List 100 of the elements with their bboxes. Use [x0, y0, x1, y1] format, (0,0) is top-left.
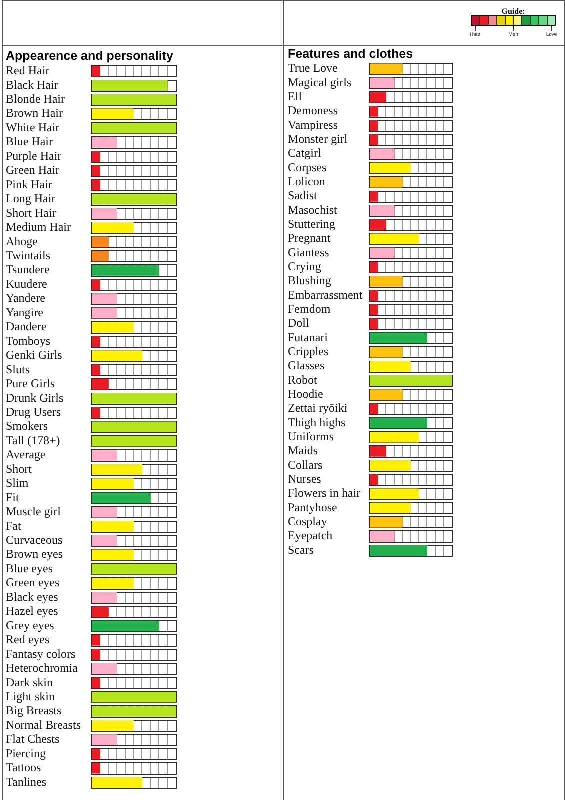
y-tick-label: Yangire: [6, 305, 44, 320]
y-tick-label: Blue Hair: [6, 134, 53, 149]
bar: [92, 66, 100, 77]
y-tick-label: Monster girl: [288, 132, 348, 146]
bar: [92, 251, 109, 262]
bar: [92, 336, 100, 348]
y-tick-label: Sluts: [6, 362, 30, 376]
y-tick-label: Flat Chests: [6, 732, 60, 746]
y-tick-label: Magical girls: [288, 75, 352, 90]
bar: [370, 262, 378, 273]
bar: [92, 536, 118, 546]
y-tick-label: Big Breasts: [6, 704, 62, 718]
y-tick-label: Slim: [6, 476, 30, 490]
y-tick-label: Brown eyes: [6, 547, 64, 562]
y-tick-label: Short: [6, 462, 33, 476]
bar: [370, 446, 386, 457]
y-tick-label: Blonde Hair: [6, 92, 65, 106]
bar: [370, 474, 378, 486]
y-tick-label: Maids: [288, 444, 318, 458]
bar: [92, 748, 100, 760]
bar: [370, 106, 378, 117]
bar: [92, 664, 118, 674]
y-tick-label: Brown Hair: [6, 106, 63, 120]
y-tick-label: Zettai ryōiki: [288, 401, 348, 416]
chart-title: Appearence and personality: [6, 48, 174, 63]
bar: [370, 92, 386, 103]
text: Guide:: [502, 7, 526, 16]
y-tick-label: Twintails: [6, 248, 51, 262]
y-tick-label: Purple Hair: [6, 148, 62, 163]
bar: [92, 279, 100, 290]
bar: [370, 205, 395, 216]
y-tick-label: Red Hair: [6, 64, 50, 78]
y-tick-label: True Love: [288, 61, 338, 76]
y-tick-label: Average: [6, 448, 46, 462]
y-tick-label: Elf: [288, 90, 303, 104]
y-tick-label: Tattoos: [6, 760, 42, 775]
y-tick-label: Masochist: [288, 202, 338, 217]
y-tick-label: Glasses: [288, 358, 325, 373]
y-tick-label: Kuudere: [6, 276, 48, 291]
y-tick-label: Catgirl: [288, 146, 322, 160]
y-tick-label: Dandere: [6, 320, 47, 334]
bar: [92, 151, 100, 162]
y-tick-label: Grey eyes: [6, 618, 55, 632]
y-tick-label: Vampiress: [288, 118, 338, 132]
bar: [370, 134, 378, 146]
bar: [370, 220, 386, 230]
y-tick-label: Black eyes: [6, 590, 59, 604]
y-tick-label: Drug Users: [6, 404, 62, 419]
bar: [92, 236, 109, 248]
bar: [370, 290, 378, 302]
y-tick-label: Giantess: [288, 245, 330, 260]
y-tick-label: Pink Hair: [6, 177, 52, 192]
bar: [370, 404, 378, 414]
y-tick-label: Crying: [288, 260, 322, 274]
y-tick-label: Heterochromia: [6, 661, 79, 676]
y-tick-label: Futanari: [288, 330, 329, 344]
y-tick-label: Hazel eyes: [6, 604, 59, 618]
bar: [92, 592, 118, 604]
chart-title: Features and clothes: [288, 46, 414, 61]
y-tick-label: Scars: [288, 542, 314, 557]
y-tick-label: Corpses: [288, 160, 327, 174]
y-tick-label: Cripples: [288, 344, 329, 359]
y-tick-label: Green Hair: [6, 163, 60, 178]
bar: [370, 248, 395, 259]
y-tick-label: Long Hair: [6, 192, 56, 206]
y-tick-label: Stuttering: [288, 217, 336, 232]
bar: [370, 191, 378, 202]
y-tick-label: Cosplay: [288, 514, 328, 529]
y-tick-label: Medium Hair: [6, 220, 71, 234]
bar: [92, 678, 100, 688]
y-tick-label: Tall (178+): [6, 433, 60, 448]
y-tick-label: Muscle girl: [6, 504, 62, 519]
bar: [92, 635, 100, 646]
y-tick-label: Femdom: [288, 302, 332, 316]
bar: [92, 763, 100, 774]
y-tick-label: Tomboys: [6, 334, 51, 348]
y-tick-label: Flowers in hair: [288, 486, 361, 500]
y-tick-label: Curvaceous: [6, 533, 63, 548]
bar: [92, 649, 100, 660]
bar: [92, 208, 118, 219]
bar: [370, 78, 395, 89]
bar: [370, 318, 378, 330]
y-tick-label: Ahoge: [6, 234, 38, 248]
y-tick-label: Demoness: [288, 104, 338, 118]
y-tick-label: Pregnant: [288, 231, 332, 246]
bar: [92, 606, 109, 618]
y-tick-label: Black Hair: [6, 78, 58, 92]
y-tick-label: Tsundere: [6, 262, 50, 277]
y-tick-label: Red eyes: [6, 632, 50, 647]
bar: [370, 531, 395, 542]
y-tick-label: Fit: [6, 490, 20, 504]
y-tick-label: Green eyes: [6, 576, 60, 590]
y-tick-label: Tanlines: [6, 774, 47, 789]
y-tick-label: Blushing: [288, 274, 332, 288]
y-tick-label: Doll: [288, 316, 310, 330]
bar: [92, 379, 109, 390]
y-tick-label: Light skin: [6, 689, 56, 704]
bar: [92, 407, 100, 418]
y-tick-label: Dark skin: [6, 675, 53, 690]
y-tick-label: Collars: [288, 458, 323, 472]
